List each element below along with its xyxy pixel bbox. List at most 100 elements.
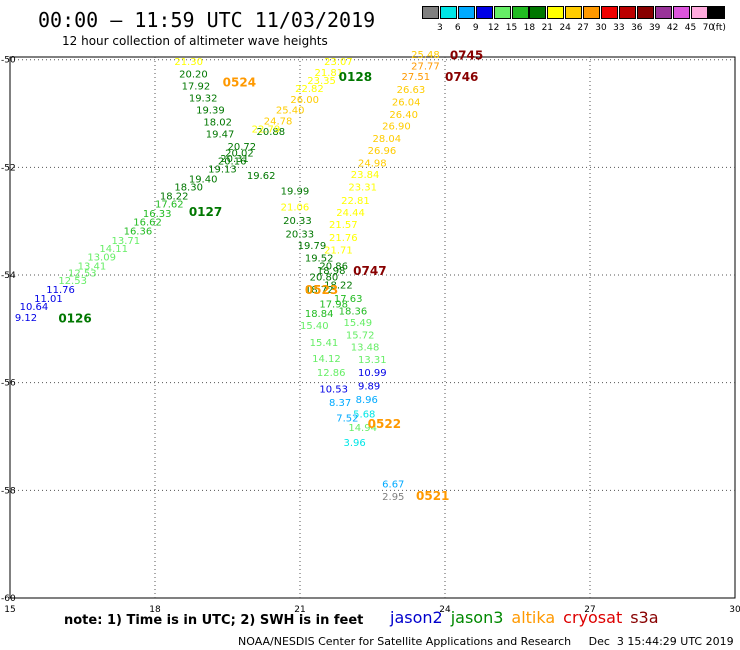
legend-swatch: [565, 6, 583, 19]
wave-height-value: 24.78: [264, 116, 293, 127]
wave-height-value: 15.41: [310, 338, 339, 349]
track-time-label: 0523: [305, 283, 338, 297]
legend-label: 6: [454, 23, 461, 33]
wave-height-value: 18.30: [174, 183, 203, 194]
legend-unit: (ft): [712, 23, 726, 33]
legend-label: 42: [666, 23, 679, 33]
wave-height-value: 28.04: [373, 134, 402, 145]
credit-line: NOAA/NESDIS Center for Satellite Applica…: [238, 635, 734, 648]
satellite-altika: altika: [511, 608, 556, 627]
satellite-legend: jason2 jason3 altika cryosat s3a: [390, 608, 667, 627]
legend-label: 21: [541, 23, 554, 33]
legend-label: 3: [437, 23, 443, 33]
wave-height-value: 20.20: [179, 69, 208, 80]
legend-swatch: [583, 6, 601, 19]
wave-height-value: 20.02: [225, 149, 254, 160]
wave-height-value: 13.71: [112, 236, 141, 247]
wave-height-value: 21.76: [329, 233, 358, 244]
wave-height-value: 19.32: [189, 94, 218, 105]
wave-height-value: 11.01: [34, 294, 63, 305]
wave-height-value: 10.53: [319, 384, 348, 395]
wave-height-value: 16.36: [124, 227, 153, 238]
track-time-label: 0746: [445, 70, 478, 84]
wave-height-value: 12.86: [317, 368, 346, 379]
wave-height-value: 19.79: [298, 241, 327, 252]
legend-swatch: [636, 6, 654, 19]
footer-note: note: 1) Time is in UTC; 2) SWH is in fe…: [64, 613, 364, 628]
wave-height-value: 20.80: [310, 272, 339, 283]
satellite-jason3: jason3: [450, 608, 504, 627]
wave-height-value: 13.09: [87, 252, 116, 263]
x-tick-label: 27: [584, 605, 595, 615]
wave-height-value: 21.71: [324, 245, 353, 256]
wave-height-value: 8.96: [356, 395, 378, 406]
track-time-label: 0524: [223, 76, 256, 90]
wave-height-value: 26.96: [368, 146, 397, 157]
y-tick-label: -58: [1, 486, 16, 496]
wave-height-value: 20.88: [257, 127, 286, 138]
legend-swatch: [672, 6, 690, 19]
wave-height-value: 21.30: [174, 57, 203, 68]
wave-height-value: 3.96: [344, 438, 366, 449]
track-time-label: 0745: [450, 49, 483, 63]
page-subtitle: 12 hour collection of altimeter wave hei…: [62, 34, 328, 48]
x-tick-label: 30: [729, 605, 740, 615]
wave-height-value: 20.33: [286, 229, 315, 240]
legend-label: 12: [487, 23, 500, 33]
legend-swatch: [511, 6, 529, 19]
wave-height-value: 26.04: [392, 97, 421, 108]
wave-height-value: 26.40: [389, 110, 418, 121]
wave-height-value: 17.92: [182, 81, 211, 92]
wave-height-value: 18.22: [160, 192, 189, 203]
wave-height-value: 22.79: [252, 124, 281, 135]
track-time-label: 0522: [368, 417, 401, 431]
x-tick-label: 24: [439, 605, 451, 615]
wave-height-value: 20.16: [218, 157, 247, 168]
wave-height-value: 19.39: [196, 106, 225, 117]
legend-swatch: [493, 6, 511, 19]
y-tick-label: -54: [1, 271, 16, 281]
legend-swatch: [457, 6, 475, 19]
y-tick-label: -52: [1, 163, 16, 173]
wave-height-value: 10.64: [20, 302, 49, 313]
wave-height-value: 19.40: [189, 174, 218, 185]
wave-height-value: 21.06: [281, 202, 310, 213]
wave-height-value: 20.31: [220, 154, 249, 165]
wave-height-value: 7.52: [336, 413, 358, 424]
wave-height-value: 6.67: [382, 480, 404, 491]
y-tick-label: -56: [1, 379, 16, 389]
wave-height-value: 26.00: [290, 95, 319, 106]
legend-swatch: [618, 6, 636, 19]
wave-height-value: 22.82: [295, 84, 324, 95]
wave-height-value: 24.44: [336, 208, 365, 219]
x-tick-label: 15: [4, 605, 15, 615]
wave-height-value: 15.40: [300, 321, 329, 332]
y-tick-label: -50: [1, 56, 16, 66]
map-frame: [9, 56, 736, 599]
wave-height-value: 26.90: [382, 122, 411, 133]
legend-swatch: [422, 6, 439, 19]
wave-height-value: 23.31: [348, 183, 377, 194]
wave-height-value: 2.95: [382, 492, 404, 503]
wave-height-value: 23.84: [351, 170, 380, 181]
wave-height-value: 12.53: [68, 269, 97, 280]
wave-height-value: 25.40: [276, 106, 305, 117]
legend-label: 18: [523, 23, 536, 33]
wave-height-value: 16.62: [133, 217, 162, 228]
wave-height-value: 10.99: [358, 368, 387, 379]
wave-height-value: 8.37: [329, 398, 351, 409]
wave-height-value: 14.11: [99, 244, 128, 255]
wave-height-value: 12.53: [58, 276, 87, 287]
satellite-s3a: s3a: [630, 608, 659, 627]
wave-height-value: 9.89: [358, 382, 380, 393]
wave-height-value: 18.36: [339, 306, 368, 317]
wave-height-value: 13.48: [351, 342, 380, 353]
legend-label: 33: [613, 23, 625, 33]
page-title: 00:00 – 11:59 UTC 11/03/2019: [38, 8, 376, 32]
wave-height-value: 23.07: [324, 57, 353, 68]
satellite-jason2: jason2: [390, 608, 443, 627]
wave-height-value: 26.63: [397, 85, 426, 96]
wave-height-value: 19.52: [305, 254, 334, 265]
legend-label: 36: [631, 23, 643, 33]
